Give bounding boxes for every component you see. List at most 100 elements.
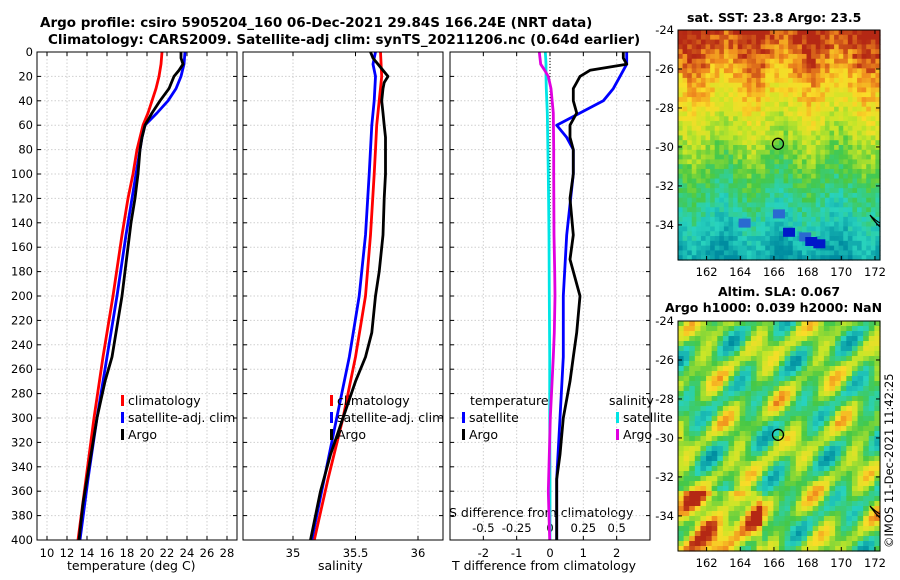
heatmap-cell <box>773 476 780 482</box>
heatmap-cell <box>861 188 867 194</box>
heatmap-cell <box>788 34 794 41</box>
missing-data-patch <box>772 209 785 219</box>
heatmap-cell <box>847 212 854 218</box>
heatmap-cell <box>861 221 867 228</box>
heatmap-cell <box>801 111 808 117</box>
heatmap-cell <box>710 164 716 170</box>
heatmap-cell <box>717 356 724 362</box>
heatmap-cell <box>728 456 735 462</box>
heatmap-cell <box>861 49 867 55</box>
heatmap-cell <box>733 73 739 79</box>
heatmap-cell <box>868 386 875 392</box>
heatmap-cell <box>866 116 872 122</box>
heatmap-cell <box>806 130 812 137</box>
heatmap-cell <box>811 135 817 141</box>
heatmap-cell <box>863 371 870 377</box>
heatmap-cell <box>714 197 720 204</box>
heatmap-cell <box>706 336 713 342</box>
heatmap-cell <box>694 451 702 457</box>
heatmap-cell <box>857 346 864 352</box>
heatmap-cell <box>857 212 863 218</box>
heatmap-cell <box>815 188 821 194</box>
heatmap-cell <box>773 486 780 492</box>
heatmap-cell <box>815 53 821 60</box>
heatmap-cell <box>847 101 854 108</box>
heatmap-cell <box>728 73 734 79</box>
heatmap-cell <box>682 236 688 242</box>
heatmap-cell <box>734 511 741 517</box>
heatmap-cell <box>700 361 707 367</box>
heatmap-cell <box>733 44 739 50</box>
heatmap-cell <box>812 341 819 347</box>
heatmap-cell <box>683 506 690 512</box>
heatmap-cell <box>801 130 808 137</box>
heatmap-cell <box>687 212 693 218</box>
heatmap-cell <box>760 236 766 242</box>
heatmap-cell <box>723 30 730 36</box>
heatmap-cell <box>700 77 707 84</box>
heatmap-cell <box>815 178 821 184</box>
heatmap-cell <box>783 236 789 242</box>
heatmap-cell <box>710 111 716 117</box>
heatmap-cell <box>838 149 844 156</box>
heatmap-cell <box>756 401 763 407</box>
heatmap-cell <box>728 245 734 252</box>
heatmap-cell <box>818 361 825 367</box>
heatmap-cell <box>835 371 842 377</box>
heatmap-cell <box>678 202 684 208</box>
heatmap-cell <box>823 411 831 417</box>
heatmap-cell <box>750 331 758 337</box>
heatmap-cell <box>760 212 766 218</box>
heatmap-cell <box>863 531 870 537</box>
heatmap-cell <box>875 250 881 256</box>
heatmap-cell <box>678 34 684 41</box>
heatmap-cell <box>691 58 697 65</box>
heatmap-cell <box>683 396 690 402</box>
heatmap-cell <box>801 336 808 342</box>
heatmap-cell <box>689 411 696 417</box>
heatmap-cell <box>812 361 819 367</box>
heatmap-cell <box>823 421 831 427</box>
heatmap-cell <box>835 491 842 497</box>
heatmap-cell <box>700 140 707 146</box>
heatmap-cell <box>840 356 847 362</box>
heatmap-cell <box>870 236 877 242</box>
heatmap-cell <box>696 44 702 50</box>
heatmap-cell <box>852 221 858 228</box>
heatmap-cell <box>838 92 844 98</box>
heatmap-cell <box>829 106 835 113</box>
heatmap-cell <box>868 461 875 467</box>
heatmap-cell <box>838 73 844 79</box>
heatmap-cell <box>790 361 797 367</box>
heatmap-cell <box>737 92 743 98</box>
heatmap-cell <box>683 441 690 447</box>
heatmap-cell <box>722 406 730 412</box>
heatmap-cell <box>834 92 840 98</box>
heatmap-cell <box>807 526 814 532</box>
heatmap-cell <box>790 416 797 422</box>
heatmap-cell <box>722 456 730 462</box>
heatmap-cell <box>801 87 808 93</box>
heatmap-cell <box>797 73 803 79</box>
heatmap-cell <box>769 168 776 175</box>
heatmap-cell <box>774 121 780 127</box>
heatmap-cell <box>779 236 785 242</box>
heatmap-cell <box>767 471 774 477</box>
heatmap-cell <box>784 336 791 342</box>
heatmap-cell <box>691 63 697 69</box>
heatmap-cell <box>769 135 776 141</box>
heatmap-cell <box>742 106 748 113</box>
heatmap-cell <box>795 511 803 517</box>
heatmap-cell <box>792 168 798 175</box>
heatmap-cell <box>705 173 711 180</box>
heatmap-cell <box>746 111 753 117</box>
heatmap-cell <box>792 101 798 108</box>
heatmap-cell <box>705 202 711 208</box>
heatmap-cell <box>769 101 776 108</box>
heatmap-cell <box>742 121 748 127</box>
heatmap-cell <box>739 406 746 412</box>
heatmap-cell <box>728 461 735 467</box>
heatmap-cell <box>756 386 763 392</box>
heatmap-cell <box>762 341 769 347</box>
heatmap-cell <box>835 521 842 527</box>
